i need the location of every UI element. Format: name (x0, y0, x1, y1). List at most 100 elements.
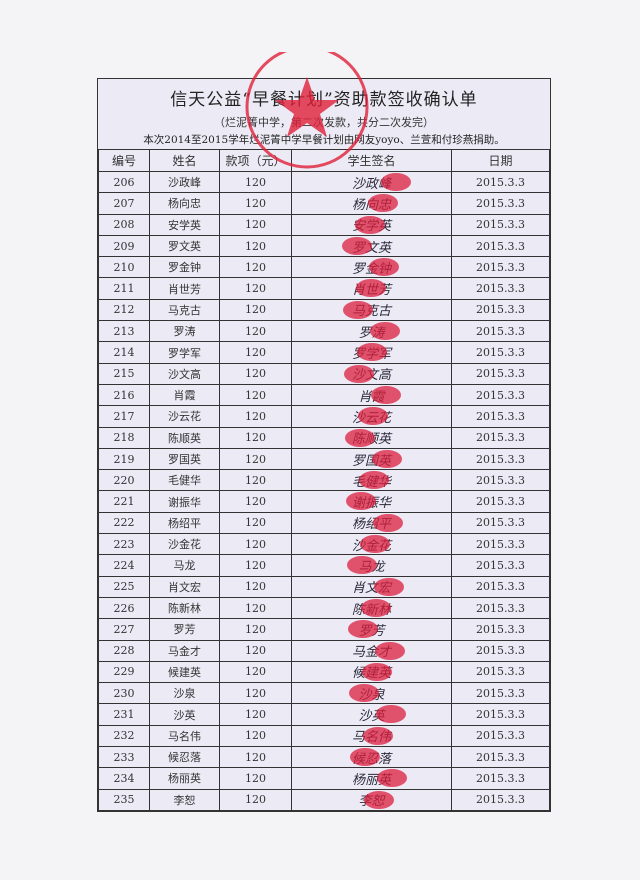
cell-amount: 120 (219, 533, 292, 556)
cell-signature: 沙云花 (291, 405, 452, 428)
cell-signature: 沙泉 (291, 682, 452, 705)
fingerprint-mark (348, 620, 378, 639)
cell-name: 毛健华 (149, 469, 220, 492)
cell-date: 2015.3.3 (451, 554, 550, 577)
document-subtitle: （烂泥箐中学，第二次发款，共分二次发完） (214, 116, 434, 129)
table-row: 219罗国英120罗国英2015.3.3 (98, 447, 550, 471)
table-row: 210罗金钟120罗金钟2015.3.3 (98, 256, 550, 279)
cell-date: 2015.3.3 (451, 533, 550, 556)
cell-number: 232 (98, 724, 150, 748)
cell-number: 212 (98, 298, 150, 322)
cell-name: 罗国英 (149, 447, 220, 471)
cell-number: 206 (98, 170, 150, 194)
cell-number: 215 (98, 362, 150, 385)
cell-date: 2015.3.3 (451, 234, 550, 258)
cell-name: 沙英 (149, 703, 220, 726)
cell-name: 罗学军 (149, 341, 220, 364)
table-row: 227罗芳120罗芳2015.3.3 (98, 618, 550, 641)
cell-amount: 120 (219, 490, 292, 513)
cell-number: 228 (98, 639, 150, 662)
cell-name: 沙泉 (149, 682, 220, 705)
table-row: 207杨向忠120杨向忠2015.3.3 (98, 192, 550, 215)
col-header-number: 编号 (98, 149, 150, 172)
cell-signature: 沙英 (291, 703, 452, 726)
cell-name: 沙金花 (149, 533, 220, 556)
fingerprint-mark (372, 449, 402, 468)
cell-number: 223 (98, 533, 150, 556)
table-row: 224马龙120马龙2015.3.3 (98, 554, 550, 577)
fingerprint-mark (346, 492, 376, 511)
table-row: 222 杨绍平 120 杨绍平 2015.3.3 (98, 511, 550, 535)
cell-name: 陈顺英 (149, 426, 220, 449)
table-row: 220毛健华120毛健华2015.3.3 (98, 469, 550, 492)
cell-name: 安学英 (149, 213, 220, 236)
fingerprint-mark (342, 236, 372, 255)
col-header-signature: 学生签名 (291, 149, 452, 172)
table-row: 226陈新林120陈新林2015.3.3 (98, 596, 550, 620)
cell-date: 2015.3.3 (451, 256, 550, 279)
cell-signature: 杨丽英 (291, 767, 452, 790)
cell-amount: 120 (219, 554, 292, 577)
table-row: 209罗文英120罗文英2015.3.3 (98, 234, 550, 258)
cell-amount: 120 (219, 788, 292, 811)
cell-amount: 120 (219, 447, 292, 471)
cell-signature: 沙文高 (291, 362, 452, 385)
cell-signature: 安学英 (291, 213, 452, 236)
fingerprint-mark (360, 535, 390, 554)
cell-number: 221 (98, 490, 150, 513)
cell-amount: 120 (219, 575, 292, 598)
cell-signature: 候忍落 (291, 746, 452, 769)
fingerprint-mark (371, 385, 401, 404)
cell-name: 杨绍平 (149, 511, 220, 535)
cell-number: 209 (98, 234, 150, 258)
cell-date: 2015.3.3 (451, 341, 550, 364)
table-row: 214罗学军120罗学军2015.3.3 (98, 341, 550, 364)
cell-signature: 陈顺英 (291, 426, 452, 449)
cell-amount: 120 (219, 383, 292, 407)
cell-amount: 120 (219, 192, 292, 215)
table-row: 215沙文高120沙文高2015.3.3 (98, 362, 550, 385)
cell-date: 2015.3.3 (451, 362, 550, 385)
cell-amount: 120 (219, 213, 292, 236)
fingerprint-mark (376, 705, 406, 724)
cell-number: 231 (98, 703, 150, 726)
cell-date: 2015.3.3 (451, 682, 550, 705)
cell-name: 候建英 (149, 660, 220, 684)
cell-signature: 陈新林 (291, 596, 452, 620)
cell-amount: 120 (219, 746, 292, 769)
cell-number: 214 (98, 341, 150, 364)
cell-name: 李恕 (149, 788, 220, 811)
cell-amount: 120 (219, 682, 292, 705)
cell-signature: 候建英 (291, 660, 452, 684)
table-row: 232马名伟120马名伟2015.3.3 (98, 724, 550, 748)
cell-signature: 毛健华 (291, 469, 452, 492)
cell-name: 候忍落 (149, 746, 220, 769)
cell-number: 230 (98, 682, 150, 705)
cell-date: 2015.3.3 (451, 447, 550, 471)
cell-number: 234 (98, 767, 150, 790)
fingerprint-mark (343, 300, 373, 319)
cell-signature: 沙政峰 (291, 170, 452, 194)
cell-date: 2015.3.3 (451, 426, 550, 449)
cell-name: 沙政峰 (149, 170, 220, 194)
cell-number: 217 (98, 405, 150, 428)
fingerprint-mark (373, 513, 403, 532)
fingerprint-mark (363, 726, 393, 745)
cell-name: 罗涛 (149, 320, 220, 343)
cell-date: 2015.3.3 (451, 298, 550, 322)
cell-number: 229 (98, 660, 150, 684)
cell-date: 2015.3.3 (451, 490, 550, 513)
cell-signature: 马名伟 (291, 724, 452, 748)
cell-amount: 120 (219, 256, 292, 279)
cell-signature: 罗文英 (291, 234, 452, 258)
cell-name: 谢振华 (149, 490, 220, 513)
cell-amount: 120 (219, 426, 292, 449)
cell-amount: 120 (219, 767, 292, 790)
cell-signature: 肖霞 (291, 383, 452, 407)
fingerprint-mark (347, 556, 377, 575)
fingerprint-mark (381, 173, 411, 191)
fingerprint-mark (362, 662, 392, 681)
cell-date: 2015.3.3 (451, 383, 550, 407)
table-row: 217沙云花120沙云花2015.3.3 (98, 405, 550, 428)
cell-name: 肖世芳 (149, 277, 220, 300)
